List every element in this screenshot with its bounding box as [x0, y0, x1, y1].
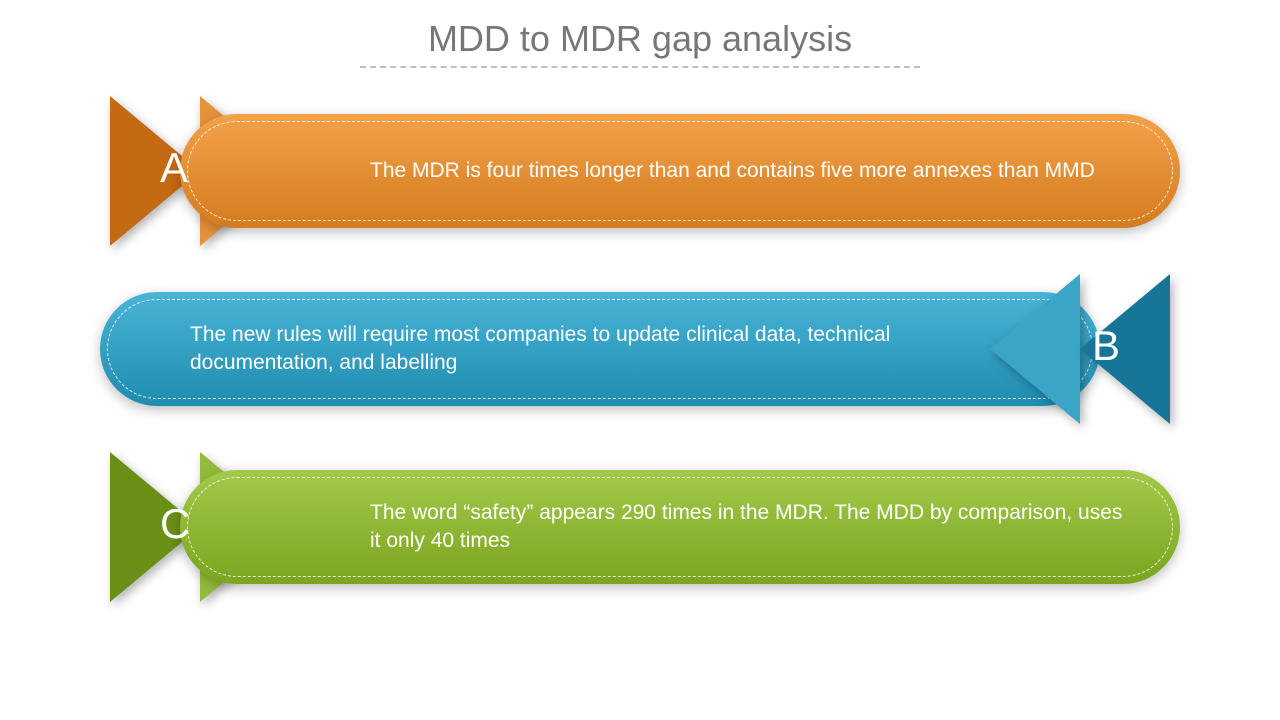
- bar-c: The word “safety” appears 290 times in t…: [180, 470, 1180, 584]
- bar-c-text: The word “safety” appears 290 times in t…: [370, 499, 1130, 556]
- letter-b: B: [1092, 322, 1120, 370]
- rows-container: The MDR is four times longer than and co…: [0, 96, 1280, 602]
- row-c: The word “safety” appears 290 times in t…: [60, 452, 1220, 602]
- page-title: MDD to MDR gap analysis: [360, 0, 920, 68]
- arrow-inner-b: [990, 274, 1080, 424]
- row-a: The MDR is four times longer than and co…: [60, 96, 1220, 246]
- row-b: The new rules will require most companie…: [60, 274, 1220, 424]
- bar-a-text: The MDR is four times longer than and co…: [370, 157, 1095, 185]
- letter-a: A: [160, 144, 188, 192]
- bar-b: The new rules will require most companie…: [100, 292, 1100, 406]
- letter-c: C: [160, 500, 190, 548]
- bar-a: The MDR is four times longer than and co…: [180, 114, 1180, 228]
- bar-b-text: The new rules will require most companie…: [190, 321, 910, 378]
